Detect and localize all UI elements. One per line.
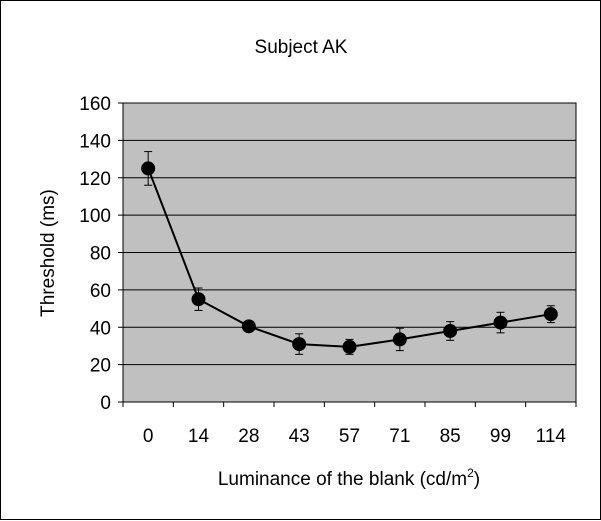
x-tick-label: 71 xyxy=(389,426,410,447)
x-tick-label: 28 xyxy=(238,426,259,447)
x-tick-label: 99 xyxy=(490,426,511,447)
axes xyxy=(118,102,577,407)
y-tick-labels: 0 20 40 60 80 100 120 140 160 xyxy=(79,94,111,414)
data-point xyxy=(543,307,558,322)
y-tick-label: 80 xyxy=(90,244,111,265)
x-axis-label-suffix: ) xyxy=(474,469,480,490)
y-tick-label: 160 xyxy=(79,94,111,115)
y-axis-label: Threshold (ms) xyxy=(38,189,59,317)
chart-title: Subject AK xyxy=(255,37,348,58)
data-point xyxy=(241,319,256,334)
y-tick-label: 140 xyxy=(79,131,111,152)
x-tick-label: 85 xyxy=(440,426,461,447)
x-tick-label: 0 xyxy=(143,426,154,447)
y-tick-label: 60 xyxy=(90,281,111,302)
data-point xyxy=(141,161,156,176)
data-markers xyxy=(141,161,558,354)
data-point xyxy=(191,292,206,307)
x-axis-label-text: Luminance of the blank (cd/m xyxy=(218,469,467,490)
data-point xyxy=(493,315,508,330)
data-point xyxy=(392,332,407,347)
data-point xyxy=(292,337,307,352)
x-tick-labels: 0 14 28 43 57 71 85 99 114 xyxy=(143,426,567,447)
y-tick-label: 40 xyxy=(90,318,111,339)
x-axis-label-superscript: 2 xyxy=(467,466,474,480)
x-tick-label: 43 xyxy=(289,426,310,447)
x-tick-label: 14 xyxy=(188,426,210,447)
x-axis-label: Luminance of the blank (cd/m2) xyxy=(218,466,480,490)
y-tick-label: 100 xyxy=(79,206,111,227)
y-tick-label: 120 xyxy=(79,169,111,190)
data-point xyxy=(443,323,458,338)
x-tick-label: 57 xyxy=(339,426,360,447)
y-tick-label: 20 xyxy=(90,356,111,377)
y-tick-label: 0 xyxy=(100,393,111,414)
data-point xyxy=(342,339,357,354)
x-tick-label: 114 xyxy=(536,426,567,447)
